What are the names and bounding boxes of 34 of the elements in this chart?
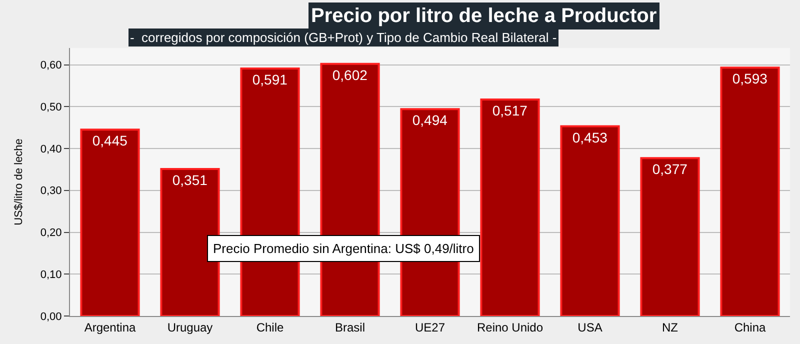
data-label: 0,453 xyxy=(572,129,608,146)
y-tick-label: 0,20 xyxy=(40,227,62,240)
y-tick-label: 0,60 xyxy=(40,60,62,72)
bar xyxy=(560,125,620,316)
y-tick-label: 0,40 xyxy=(40,143,62,156)
data-label: 0,602 xyxy=(332,66,368,83)
bar xyxy=(640,157,700,316)
data-label: 0,377 xyxy=(652,161,688,178)
data-label: 0,494 xyxy=(412,112,448,128)
x-tick-label: USA xyxy=(578,320,602,334)
bar xyxy=(720,66,780,316)
data-label: 0,593 xyxy=(732,70,768,87)
y-axis-title: US$/litro de leche xyxy=(13,138,26,226)
annotation: Precio Promedio sin Argentina: US$ 0,49/litro xyxy=(213,241,474,256)
data-label: 0,517 xyxy=(492,102,528,119)
chart-title: Precio por litro de leche a Productor xyxy=(311,5,657,27)
x-tick-label: NZ xyxy=(662,320,678,334)
x-tick-label: Chile xyxy=(256,320,284,334)
bar xyxy=(80,128,140,316)
x-tick-label: China xyxy=(734,320,766,334)
x-tick-label: Argentina xyxy=(84,320,136,334)
y-tick-label: 0,50 xyxy=(40,101,62,114)
x-tick-label: Uruguay xyxy=(167,320,213,334)
x-tick-label: Reino Unido xyxy=(476,320,544,334)
x-tick-label: UE27 xyxy=(414,320,446,334)
x-tick-label: Brasil xyxy=(334,320,366,334)
data-label: 0,351 xyxy=(172,172,208,188)
y-tick-label: 0,30 xyxy=(40,185,62,198)
bar xyxy=(480,98,540,316)
chart-subtitle: - corregidos por composición (GB+Prot) y Tipo de Cambio Real Bilateral - xyxy=(130,30,557,45)
data-label: 0,445 xyxy=(92,132,128,149)
y-tick-label: 0,00 xyxy=(40,310,62,323)
data-label: 0,591 xyxy=(252,72,288,88)
y-tick-label: 0,10 xyxy=(40,268,62,281)
